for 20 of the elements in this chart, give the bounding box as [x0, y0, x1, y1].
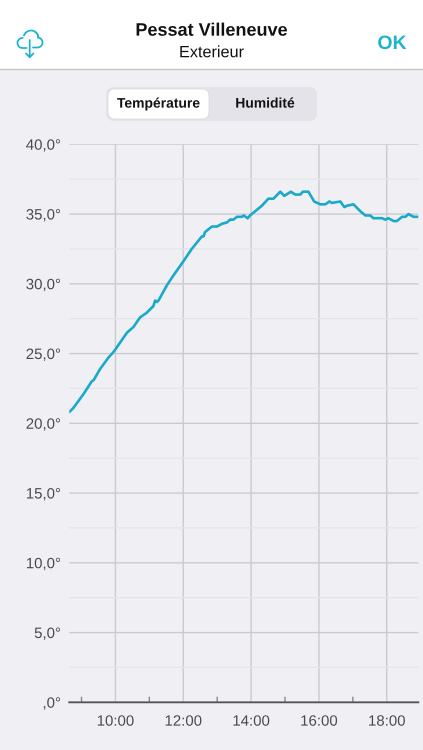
y-tick-label: 30,0° — [26, 278, 60, 292]
y-tick-label: 40,0° — [26, 139, 60, 152]
text: Température — [117, 97, 200, 111]
chart-title: Pessat Villeneuve — [136, 22, 288, 36]
y-tick-label: 5,0° — [34, 628, 60, 640]
x-tick-label: 14:00 — [233, 715, 270, 726]
x-tick-label: 18:00 — [369, 715, 405, 726]
y-tick-label: 35,0° — [26, 209, 60, 222]
text: OK — [378, 35, 406, 50]
chart-subtitle: Exterieur — [180, 45, 244, 58]
x-tick-label: 10:00 — [98, 715, 134, 726]
y-tick-label: 15,0° — [26, 488, 60, 500]
y-tick-label: 25,0° — [26, 348, 60, 361]
y-tick-label: ,0° — [44, 697, 60, 710]
y-tick-label: 20,0° — [26, 418, 60, 431]
x-tick-label: 16:00 — [301, 715, 338, 726]
y-tick-label: 10,0° — [26, 558, 60, 570]
line-series — [69, 190, 418, 414]
x-tick-label: 12:00 — [166, 715, 202, 726]
text: Humidité — [236, 97, 294, 108]
